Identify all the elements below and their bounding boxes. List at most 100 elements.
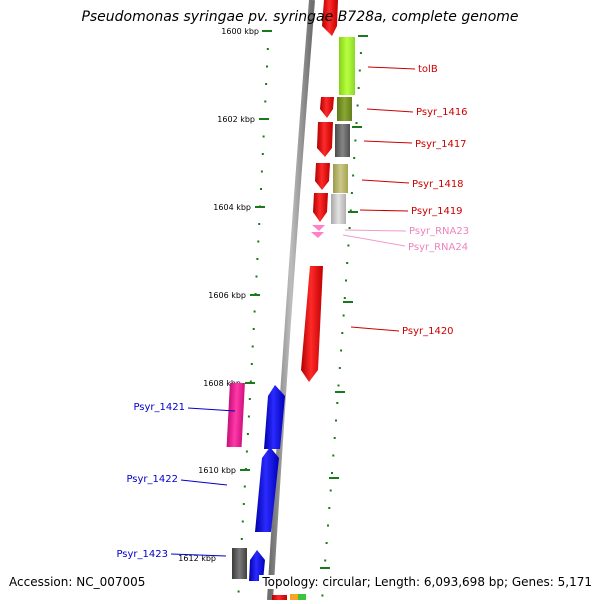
- scale-tick: [349, 209, 352, 212]
- gene-arrow-forward[interactable]: [315, 163, 330, 190]
- scale-tick: [264, 100, 267, 103]
- scale-tick: [321, 594, 324, 597]
- gene-label[interactable]: Psyr_1421: [133, 402, 185, 413]
- rna-arrow[interactable]: [311, 232, 324, 238]
- genome-info-text: Topology: circular; Length: 6,093,698 bp…: [259, 575, 592, 589]
- gene-label[interactable]: Psyr_1417: [415, 139, 467, 150]
- scale-tick: [266, 65, 268, 68]
- scale-tick: [325, 542, 328, 544]
- scale-tick: [257, 240, 260, 243]
- scale-tick: [242, 503, 245, 505]
- gene-label[interactable]: Psyr_1423: [116, 549, 168, 560]
- gene-arrow-reverse[interactable]: [255, 447, 279, 532]
- scale-tick: [328, 507, 331, 509]
- category-box: [335, 124, 350, 157]
- page-title: Pseudomonas syringae pv. syringae B728a,…: [81, 9, 519, 25]
- scale-tick: [250, 363, 253, 365]
- scale-tick: [343, 297, 346, 299]
- scale-tick: [354, 139, 357, 142]
- scale-tick: [331, 472, 333, 474]
- scale-tick: [356, 104, 359, 107]
- scale-tick: [358, 69, 361, 72]
- scale-tick: [352, 174, 355, 177]
- category-box: [232, 548, 247, 579]
- scale-tick: [327, 524, 329, 527]
- scale-tick: [329, 489, 332, 492]
- rna-arrow[interactable]: [312, 225, 325, 231]
- category-box: [339, 37, 355, 95]
- genome-backbone: [267, 0, 315, 601]
- scale-tick: [251, 345, 254, 348]
- scale-tick: [265, 83, 268, 85]
- scale-tick: [324, 559, 327, 562]
- gene-arrow-reverse[interactable]: [264, 385, 285, 449]
- scale-label: 1608 kbp: [203, 379, 241, 388]
- forward-genes: [272, 0, 338, 600]
- scale-tick: [262, 135, 265, 138]
- category-box: [333, 164, 348, 193]
- gene-arrow-reverse[interactable]: [249, 550, 265, 581]
- gene-label[interactable]: Psyr_RNA23: [409, 226, 469, 237]
- gene-arrow-forward[interactable]: [317, 122, 333, 157]
- scale-tick: [333, 437, 336, 439]
- scale-tick: [260, 170, 263, 173]
- scale-tick: [346, 262, 349, 264]
- scale-tick: [246, 433, 249, 435]
- scale-tick: [249, 380, 252, 383]
- scale-tick: [241, 520, 244, 523]
- scale-tick: [256, 258, 259, 260]
- category-track-left: [226, 383, 247, 579]
- gene-label[interactable]: Psyr_1422: [126, 474, 178, 485]
- scale-label: 1610 kbp: [198, 466, 236, 475]
- scale-labels: 1600 kbp 1602 kbp 1604 kbp 1606 kbp 1608…: [178, 27, 259, 563]
- gene-arrow-forward[interactable]: [313, 193, 328, 222]
- scale-tick: [348, 227, 351, 229]
- scale-tick: [350, 192, 353, 194]
- gene-arrow-forward[interactable]: [272, 595, 287, 600]
- scale-tick: [237, 590, 240, 593]
- gene-label[interactable]: Psyr_1420: [402, 326, 454, 337]
- scale-tick: [357, 87, 360, 89]
- gene-label[interactable]: Psyr_1419: [411, 206, 463, 217]
- gene-arrow-forward[interactable]: [301, 266, 323, 382]
- gene-label[interactable]: Psyr_1416: [416, 107, 468, 118]
- scale-label: 1612 kbp: [178, 554, 216, 563]
- scale-ticks-right: [321, 52, 362, 597]
- scale-tick: [336, 402, 339, 404]
- category-box: [337, 97, 352, 121]
- scale-tick: [345, 279, 347, 282]
- scale-tick: [359, 52, 362, 54]
- scale-tick: [240, 538, 243, 540]
- gene-label[interactable]: tolB: [418, 64, 438, 75]
- scale-tick: [347, 244, 350, 247]
- scale-tick: [245, 450, 248, 453]
- scale-tick: [338, 367, 341, 369]
- scale-tick: [258, 223, 261, 225]
- scale-label: 1600 kbp: [221, 27, 259, 36]
- scale-label: 1606 kbp: [208, 291, 246, 300]
- scale-tick: [266, 48, 269, 50]
- category-box: [226, 383, 245, 447]
- scale-label: 1604 kbp: [213, 203, 251, 212]
- label-connectors-right: [342, 66, 416, 332]
- gene-label[interactable]: Psyr_1418: [412, 179, 464, 190]
- scale-tick: [255, 275, 258, 278]
- accession-text: Accession: NC_007005: [9, 575, 146, 589]
- gene-arrow-forward[interactable]: [320, 97, 334, 118]
- scale-tick: [341, 332, 344, 334]
- gene-label[interactable]: Psyr_RNA24: [408, 242, 468, 253]
- label-connectors-left: [170, 407, 236, 557]
- gene-labels-right: tolB Psyr_1416 Psyr_1417 Psyr_1418 Psyr_…: [402, 64, 469, 337]
- category-track: [290, 37, 355, 600]
- gene-arrow-forward[interactable]: [322, 0, 338, 36]
- scale-tick: [335, 419, 337, 422]
- scale-tick: [260, 188, 262, 190]
- scale-tick: [353, 157, 356, 159]
- gene-labels-left: Psyr_1421 Psyr_1422 Psyr_1423: [116, 402, 185, 560]
- scale-tick: [247, 415, 250, 418]
- category-box: [298, 594, 306, 600]
- scale-tick: [337, 384, 340, 387]
- scale-tick: [243, 485, 246, 488]
